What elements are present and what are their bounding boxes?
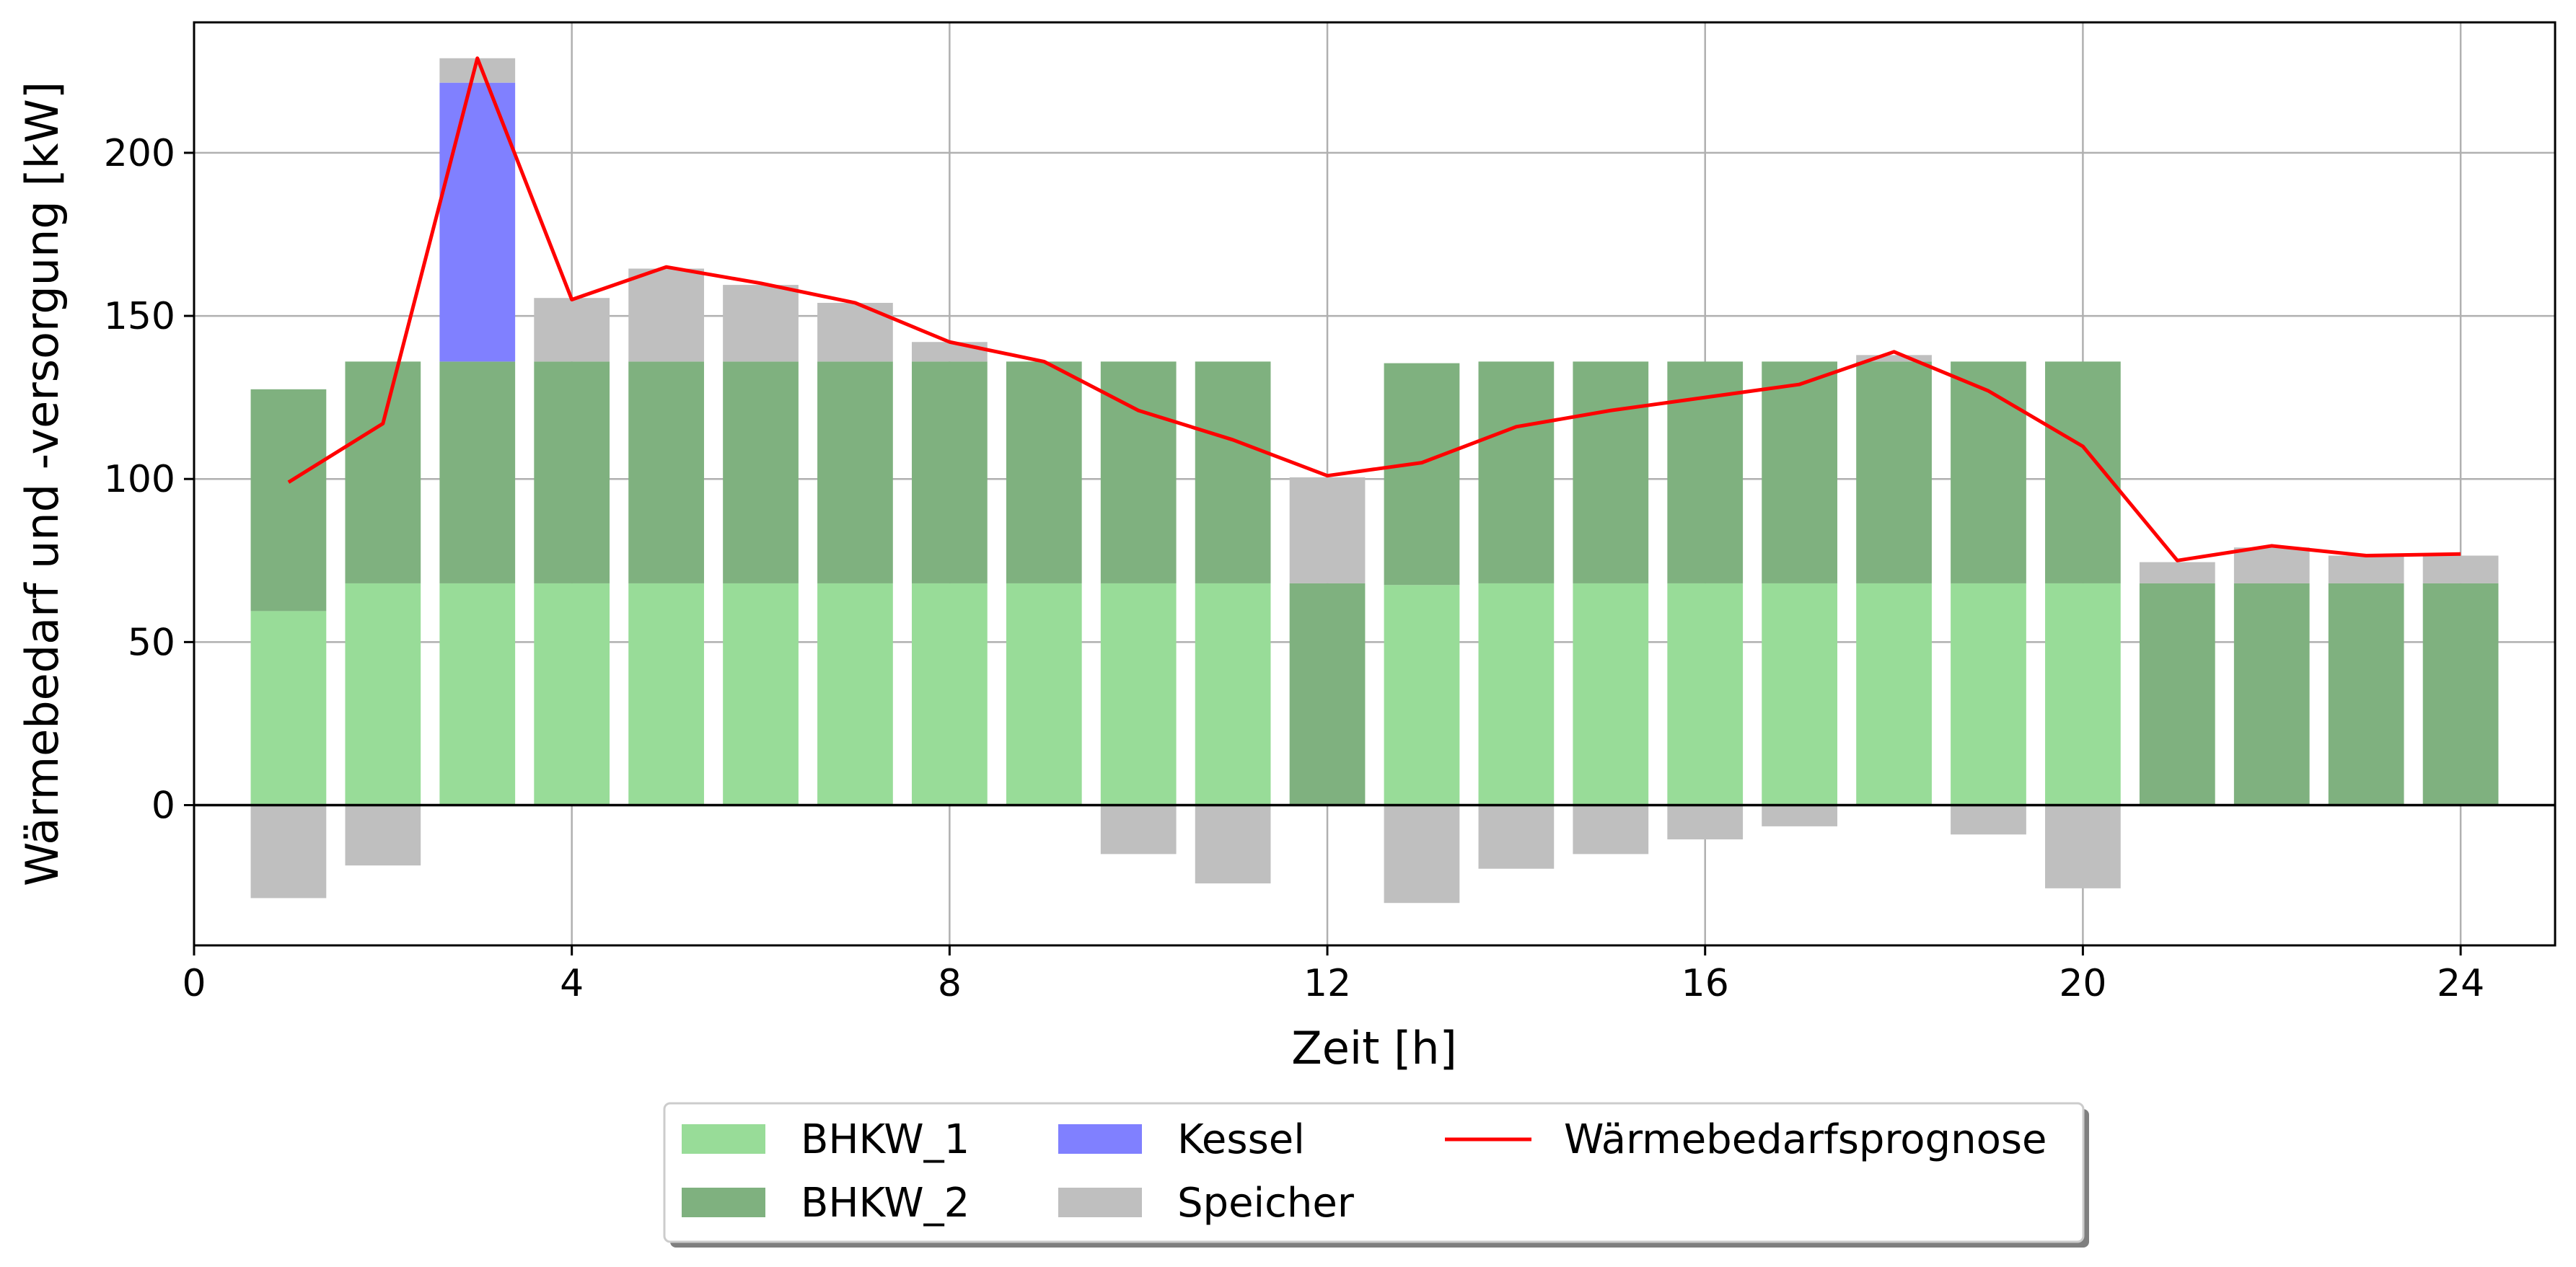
bar-speicher [345, 805, 421, 866]
bar-bhkw-2 [628, 361, 704, 583]
bar-bhkw-2 [439, 361, 516, 583]
legend-swatch-bhkw1 [682, 1124, 765, 1154]
forecast-line-layer [287, 56, 2461, 562]
bar-speicher [1478, 805, 1555, 869]
bar-speicher [1856, 355, 1932, 362]
bar-speicher [1384, 805, 1460, 904]
bar-speicher [2045, 805, 2121, 888]
bar-bhkw-2 [1478, 361, 1555, 583]
x-tick-label: 20 [2059, 962, 2106, 1005]
bar-speicher [1573, 805, 1649, 855]
bar-speicher [911, 342, 988, 362]
bar-bhkw-1 [534, 583, 610, 805]
y-tick-label: 100 [104, 458, 175, 501]
bar-bhkw-1 [1856, 583, 1932, 805]
bar-bhkw-2 [1951, 361, 2026, 583]
x-tick-label: 16 [1682, 962, 1729, 1005]
bar-speicher [1100, 805, 1177, 855]
bar-bhkw-1 [1573, 583, 1649, 805]
y-tick-label: 200 [104, 132, 175, 175]
bar-bhkw-1 [1951, 583, 2026, 805]
y-tick-label: 50 [128, 621, 175, 664]
bar-speicher [1667, 805, 1744, 840]
y-axis-ticks: 0 50 100 150 200 [104, 132, 194, 828]
bar-bhkw-2 [534, 361, 610, 583]
legend: BHKW_1 BHKW_2 Kessel Speicher Wärmebedar… [663, 1102, 2089, 1248]
bar-bhkw-2 [911, 361, 988, 583]
x-tick-label: 4 [560, 962, 584, 1005]
bar-bhkw-2 [1856, 361, 1932, 583]
plot-frame [193, 21, 2557, 947]
bar-bhkw-2 [723, 361, 799, 583]
bar-bhkw-1 [1384, 585, 1460, 805]
x-tick-label: 8 [938, 962, 962, 1005]
bar-bhkw-1 [439, 583, 516, 805]
bar-bhkw-2 [1573, 361, 1649, 583]
bar-speicher [1762, 805, 1838, 826]
bar-speicher [534, 298, 610, 362]
bar-speicher [1951, 805, 2026, 835]
bar-bhkw-1 [628, 583, 704, 805]
bar-speicher [817, 302, 893, 362]
y-tick-label: 150 [104, 295, 175, 338]
x-tick-label: 24 [2437, 962, 2484, 1005]
bar-bhkw-1 [1478, 583, 1555, 805]
bar-bhkw-1 [1006, 583, 1082, 805]
bar-bhkw-1 [345, 583, 421, 805]
stacked-bars [250, 58, 2499, 904]
bar-bhkw-2 [2045, 361, 2121, 583]
x-tick-label: 0 [182, 962, 206, 1005]
bar-bhkw-2 [2233, 583, 2310, 805]
bar-bhkw-2 [1289, 583, 1366, 805]
bar-bhkw-2 [1384, 363, 1460, 586]
bar-speicher [1289, 477, 1366, 583]
legend-label-kessel: Kessel [1177, 1116, 1305, 1163]
bar-speicher [2233, 547, 2310, 583]
bar-bhkw-1 [1667, 583, 1744, 805]
bar-bhkw-2 [1006, 361, 1082, 583]
x-tick-label: 12 [1304, 962, 1351, 1005]
legend-box [663, 1102, 2085, 1243]
bar-speicher [1195, 805, 1271, 884]
bar-bhkw-1 [1195, 583, 1271, 805]
legend-label-bhkw1: BHKW_1 [801, 1116, 970, 1163]
bar-bhkw-2 [1195, 361, 1271, 583]
bar-speicher [723, 285, 799, 362]
bar-speicher [250, 805, 327, 899]
legend-label-bhkw2: BHKW_2 [801, 1180, 970, 1227]
y-axis-title: Wärmebedarf und -versorgung [kW] [16, 81, 69, 886]
bar-bhkw-1 [2045, 583, 2121, 805]
bar-bhkw-2 [345, 361, 421, 583]
bar-bhkw-2 [817, 361, 893, 583]
legend-swatch-kessel [1058, 1124, 1142, 1154]
bar-speicher [2328, 555, 2404, 583]
legend-label-forecast: Wärmebedarfsprognose [1564, 1116, 2047, 1163]
legend-swatch-bhkw2 [682, 1188, 765, 1217]
x-axis-ticks: 0 4 8 12 16 20 24 [182, 945, 2484, 1005]
bar-bhkw-2 [250, 389, 327, 612]
bar-bhkw-2 [2328, 583, 2404, 805]
bar-bhkw-1 [911, 583, 988, 805]
bar-bhkw-2 [2422, 583, 2499, 805]
forecast-line [287, 56, 2461, 562]
bar-bhkw-1 [723, 583, 799, 805]
bar-speicher [628, 268, 704, 362]
bar-speicher [2139, 562, 2215, 583]
x-axis-title: Zeit [h] [1291, 1022, 1457, 1074]
bar-bhkw-2 [2139, 583, 2215, 805]
y-tick-label: 0 [151, 785, 175, 828]
bar-speicher [2422, 555, 2499, 583]
bar-bhkw-1 [250, 611, 327, 805]
bar-bhkw-1 [817, 583, 893, 805]
bar-bhkw-1 [1100, 583, 1177, 805]
legend-label-speicher: Speicher [1177, 1180, 1355, 1227]
legend-swatch-speicher [1058, 1188, 1142, 1217]
bar-bhkw-2 [1762, 361, 1838, 583]
bar-kessel [439, 82, 516, 362]
bar-bhkw-1 [1762, 583, 1838, 805]
